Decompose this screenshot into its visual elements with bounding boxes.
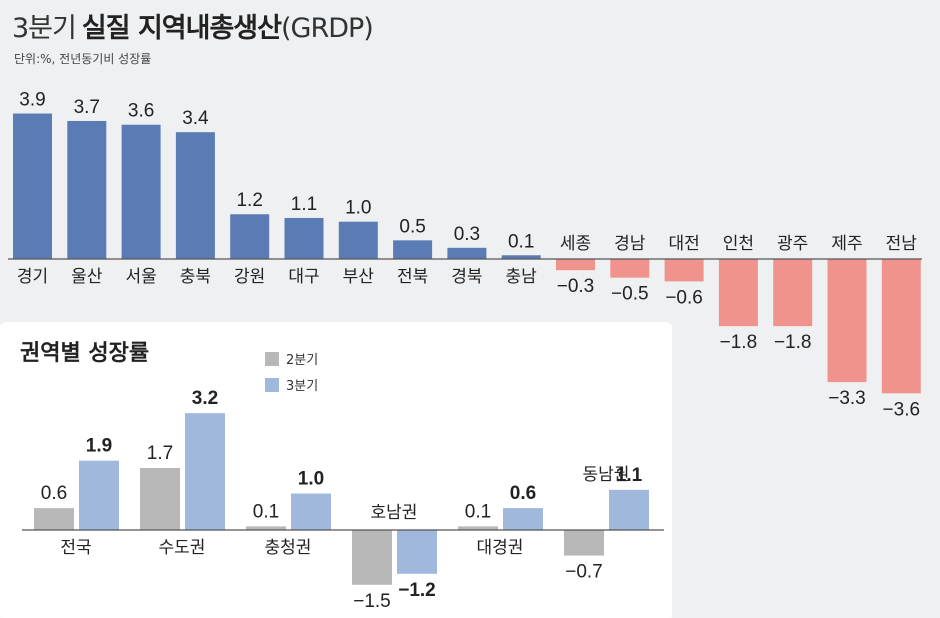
value-label-경북: 0.3: [454, 224, 480, 245]
title-main: 실질 지역내총생산: [81, 13, 282, 44]
inset-category-전국: 전국: [60, 538, 91, 558]
inset-bar-전국-2분기: [34, 508, 74, 530]
chart-title: 3분기 실질 지역내총생산(GRDP): [12, 6, 374, 45]
bar-대전: [664, 259, 704, 282]
inset-value-대경권-3분기: 0.6: [510, 483, 536, 504]
value-label-인천: −1.8: [720, 332, 758, 353]
inset-category-수도권: 수도권: [159, 538, 206, 558]
bar-대구: [284, 217, 324, 259]
inset-value-동남권-3분기: 1.1: [616, 465, 643, 486]
bar-광주: [773, 259, 813, 327]
bar-제주: [827, 259, 867, 383]
inset-value-호남권-2분기: −1.5: [353, 591, 391, 612]
category-label-강원: 강원: [234, 267, 265, 287]
inset-value-대경권-2분기: 0.1: [465, 501, 491, 522]
value-label-전남: −3.6: [883, 399, 921, 420]
inset-panel: [0, 322, 672, 618]
value-label-충북: 3.4: [182, 108, 209, 129]
category-label-부산: 부산: [343, 267, 375, 287]
legend-swatch-2분기: [265, 352, 279, 366]
title-prefix: 3분기: [12, 13, 77, 44]
category-label-인천: 인천: [723, 234, 754, 254]
inset-category-충청권: 충청권: [265, 538, 312, 558]
value-label-경남: −0.5: [611, 284, 649, 305]
legend-label-2분기: 2분기: [286, 353, 318, 368]
category-label-대구: 대구: [288, 267, 319, 287]
inset-bar-충청권-3분기: [291, 493, 331, 530]
inset-bar-동남권-2분기: [564, 530, 604, 556]
bar-강원: [230, 214, 270, 259]
value-label-전북: 0.5: [399, 216, 425, 237]
category-label-경북: 경북: [451, 267, 482, 287]
value-label-경기: 3.9: [19, 90, 45, 111]
inset-bar-동남권-3분기: [609, 489, 649, 530]
bar-전북: [393, 240, 433, 259]
value-label-대구: 1.1: [291, 194, 317, 215]
legend-swatch-3분기: [265, 378, 279, 392]
bar-경북: [447, 247, 487, 259]
inset-bar-호남권-3분기: [397, 530, 437, 574]
inset-category-동남권: 동남권: [583, 465, 630, 485]
inset-value-호남권-3분기: −1.2: [398, 580, 436, 601]
bar-경남: [610, 259, 650, 278]
inset-value-전국-2분기: 0.6: [41, 483, 67, 504]
value-label-충남: 0.1: [508, 231, 534, 252]
title-suffix: (GRDP): [280, 13, 374, 44]
bar-세종: [556, 259, 595, 271]
bar-충남: [501, 255, 541, 259]
category-label-전남: 전남: [886, 234, 918, 254]
value-label-서울: 3.6: [128, 101, 154, 122]
value-label-대전: −0.6: [665, 287, 703, 308]
category-label-울산: 울산: [71, 267, 103, 287]
bar-울산: [67, 120, 107, 260]
inset-value-충청권-3분기: 1.0: [298, 469, 324, 490]
category-label-충남: 충남: [506, 267, 538, 287]
category-label-제주: 제주: [831, 234, 862, 254]
bar-전남: [881, 259, 921, 394]
value-label-제주: −3.3: [828, 388, 866, 409]
inset-value-수도권-2분기: 1.7: [147, 443, 173, 464]
category-label-경기: 경기: [17, 267, 48, 287]
bar-인천: [718, 259, 758, 327]
inset-category-대경권: 대경권: [477, 538, 524, 558]
bar-충북: [175, 132, 215, 259]
value-label-강원: 1.2: [236, 190, 262, 211]
inset-category-호남권: 호남권: [371, 503, 418, 523]
unit-note: 단위:%, 전년동기비 성장률: [14, 52, 152, 66]
inset-bar-수도권-2분기: [140, 467, 180, 530]
inset-bar-대경권-3분기: [503, 508, 543, 530]
inset-bar-전국-3분기: [79, 460, 119, 530]
category-label-세종: 세종: [560, 234, 591, 254]
inset-value-전국-3분기: 1.9: [86, 436, 112, 457]
value-label-부산: 1.0: [345, 198, 371, 219]
category-label-대전: 대전: [668, 234, 699, 254]
inset-bar-수도권-3분기: [185, 413, 225, 530]
bar-경기: [13, 113, 52, 259]
inset-bar-대경권-2분기: [458, 526, 498, 530]
value-label-세종: −0.3: [557, 276, 595, 297]
value-label-울산: 3.7: [74, 97, 100, 118]
category-label-서울: 서울: [125, 267, 156, 287]
inset-value-수도권-3분기: 3.2: [192, 388, 218, 409]
bar-부산: [338, 221, 378, 259]
category-label-충북: 충북: [180, 267, 211, 287]
bar-서울: [121, 124, 161, 259]
inset-title: 권역별 성장률: [20, 341, 149, 366]
inset-bar-호남권-2분기: [352, 530, 392, 585]
inset-value-충청권-2분기: 0.1: [253, 501, 279, 522]
category-label-광주: 광주: [777, 234, 808, 254]
inset-bar-충청권-2분기: [246, 526, 286, 530]
category-label-경남: 경남: [614, 234, 646, 254]
legend-label-3분기: 3분기: [286, 379, 318, 394]
inset-value-동남권-2분기: −0.7: [565, 562, 603, 583]
category-label-전북: 전북: [397, 267, 428, 287]
value-label-광주: −1.8: [774, 332, 812, 353]
